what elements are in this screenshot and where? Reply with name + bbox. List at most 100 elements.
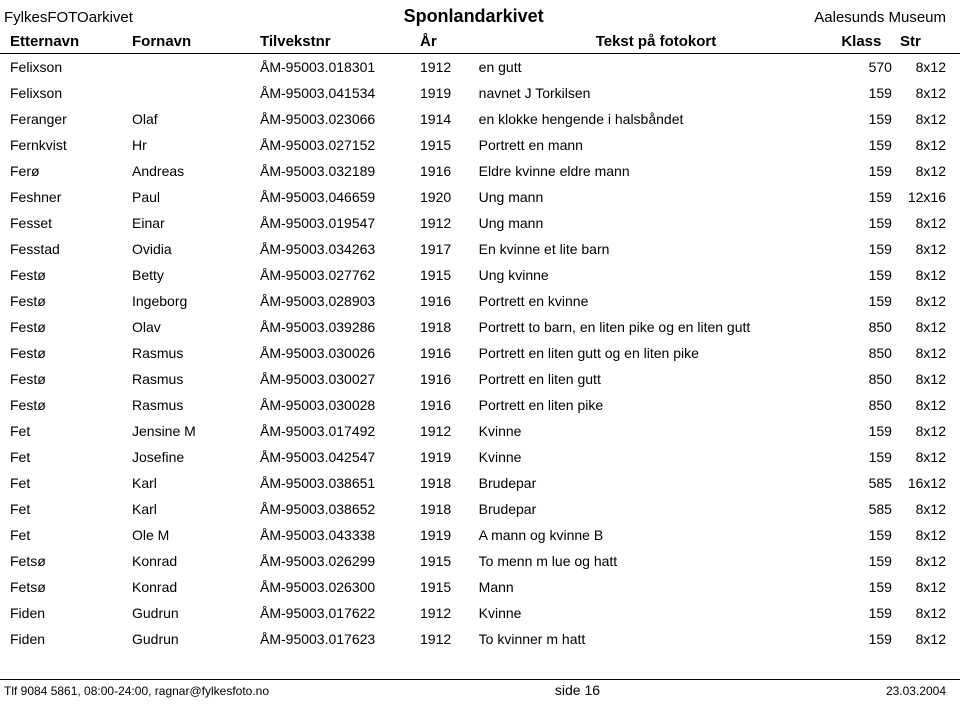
cell-tilvekst: ÅM-95003.018301 (256, 54, 416, 81)
cell-ar: 1916 (416, 288, 475, 314)
cell-tekst: En kvinne et lite barn (475, 236, 838, 262)
cell-etternavn: Fiden (0, 600, 128, 626)
cell-etternavn: Festø (0, 262, 128, 288)
cell-ar: 1915 (416, 132, 475, 158)
cell-klass: 159 (837, 106, 896, 132)
cell-fornavn: Ovidia (128, 236, 256, 262)
header-right: Aalesunds Museum (814, 9, 946, 26)
cell-ar: 1920 (416, 184, 475, 210)
cell-str: 8x12 (896, 80, 960, 106)
cell-tekst: navnet J Torkilsen (475, 80, 838, 106)
cell-tilvekst: ÅM-95003.043338 (256, 522, 416, 548)
cell-ar: 1912 (416, 600, 475, 626)
cell-fornavn: Jensine M (128, 418, 256, 444)
cell-etternavn: Fet (0, 444, 128, 470)
table-row: FetOle MÅM-95003.0433381919A mann og kvi… (0, 522, 960, 548)
table-row: FerangerOlafÅM-95003.0230661914en klokke… (0, 106, 960, 132)
cell-tekst: Portrett en liten gutt og en liten pike (475, 340, 838, 366)
table-row: FestøIngeborgÅM-95003.0289031916Portrett… (0, 288, 960, 314)
cell-etternavn: Festø (0, 288, 128, 314)
col-header-tekst: Tekst på fotokort (475, 31, 838, 54)
cell-klass: 159 (837, 444, 896, 470)
cell-etternavn: Festø (0, 340, 128, 366)
cell-str: 8x12 (896, 444, 960, 470)
cell-ar: 1912 (416, 418, 475, 444)
cell-klass: 159 (837, 548, 896, 574)
cell-etternavn: Feshner (0, 184, 128, 210)
cell-klass: 850 (837, 340, 896, 366)
table-row: FeshnerPaulÅM-95003.0466591920Ung mann15… (0, 184, 960, 210)
cell-ar: 1914 (416, 106, 475, 132)
cell-str: 12x16 (896, 184, 960, 210)
table-row: FestøRasmusÅM-95003.0300271916Portrett e… (0, 366, 960, 392)
header-left: FylkesFOTOarkivet (4, 9, 133, 26)
cell-klass: 585 (837, 496, 896, 522)
table-row: FerøAndreasÅM-95003.0321891916Eldre kvin… (0, 158, 960, 184)
cell-klass: 159 (837, 80, 896, 106)
cell-fornavn: Karl (128, 496, 256, 522)
cell-klass: 159 (837, 418, 896, 444)
cell-tilvekst: ÅM-95003.030027 (256, 366, 416, 392)
cell-ar: 1915 (416, 574, 475, 600)
cell-str: 8x12 (896, 496, 960, 522)
cell-tilvekst: ÅM-95003.038651 (256, 470, 416, 496)
cell-klass: 159 (837, 158, 896, 184)
cell-fornavn: Konrad (128, 574, 256, 600)
cell-ar: 1915 (416, 548, 475, 574)
cell-klass: 159 (837, 522, 896, 548)
cell-tekst: Portrett en mann (475, 132, 838, 158)
cell-etternavn: Felixson (0, 80, 128, 106)
cell-str: 8x12 (896, 54, 960, 81)
page-footer: Tlf 9084 5861, 08:00-24:00, ragnar@fylke… (0, 679, 960, 698)
header-center-title: Sponlandarkivet (133, 6, 814, 27)
cell-tilvekst: ÅM-95003.039286 (256, 314, 416, 340)
cell-str: 8x12 (896, 366, 960, 392)
cell-klass: 159 (837, 210, 896, 236)
cell-ar: 1919 (416, 444, 475, 470)
cell-klass: 850 (837, 314, 896, 340)
cell-str: 8x12 (896, 262, 960, 288)
cell-tilvekst: ÅM-95003.027152 (256, 132, 416, 158)
cell-klass: 585 (837, 470, 896, 496)
cell-fornavn: Konrad (128, 548, 256, 574)
table-row: FetKarlÅM-95003.0386521918Brudepar5858x1… (0, 496, 960, 522)
cell-tekst: To kvinner m hatt (475, 626, 838, 652)
cell-klass: 159 (837, 600, 896, 626)
cell-fornavn: Josefine (128, 444, 256, 470)
cell-etternavn: Fet (0, 418, 128, 444)
cell-tilvekst: ÅM-95003.023066 (256, 106, 416, 132)
cell-tilvekst: ÅM-95003.026299 (256, 548, 416, 574)
cell-ar: 1915 (416, 262, 475, 288)
cell-ar: 1916 (416, 392, 475, 418)
cell-etternavn: Fiden (0, 626, 128, 652)
cell-etternavn: Fet (0, 470, 128, 496)
cell-etternavn: Fernkvist (0, 132, 128, 158)
cell-tilvekst: ÅM-95003.027762 (256, 262, 416, 288)
cell-ar: 1918 (416, 470, 475, 496)
photo-archive-table: Etternavn Fornavn Tilvekstnr År Tekst på… (0, 31, 960, 652)
cell-str: 8x12 (896, 132, 960, 158)
table-row: FetJosefineÅM-95003.0425471919Kvinne1598… (0, 444, 960, 470)
cell-ar: 1917 (416, 236, 475, 262)
cell-tilvekst: ÅM-95003.030026 (256, 340, 416, 366)
cell-fornavn: Rasmus (128, 366, 256, 392)
cell-str: 8x12 (896, 288, 960, 314)
cell-tekst: Brudepar (475, 496, 838, 522)
cell-tekst: Portrett en liten gutt (475, 366, 838, 392)
cell-str: 8x12 (896, 418, 960, 444)
col-header-fornavn: Fornavn (128, 31, 256, 54)
cell-etternavn: Fet (0, 522, 128, 548)
footer-left: Tlf 9084 5861, 08:00-24:00, ragnar@fylke… (4, 682, 269, 698)
cell-tekst: Portrett en liten pike (475, 392, 838, 418)
table-row: FestøBettyÅM-95003.0277621915Ung kvinne1… (0, 262, 960, 288)
table-row: FestøOlavÅM-95003.0392861918Portrett to … (0, 314, 960, 340)
cell-klass: 850 (837, 366, 896, 392)
cell-tekst: en gutt (475, 54, 838, 81)
cell-tilvekst: ÅM-95003.032189 (256, 158, 416, 184)
table-row: FesstadOvidiaÅM-95003.0342631917En kvinn… (0, 236, 960, 262)
table-row: FestøRasmusÅM-95003.0300281916Portrett e… (0, 392, 960, 418)
cell-fornavn: Andreas (128, 158, 256, 184)
cell-etternavn: Fesstad (0, 236, 128, 262)
cell-etternavn: Feranger (0, 106, 128, 132)
cell-tekst: Portrett to barn, en liten pike og en li… (475, 314, 838, 340)
